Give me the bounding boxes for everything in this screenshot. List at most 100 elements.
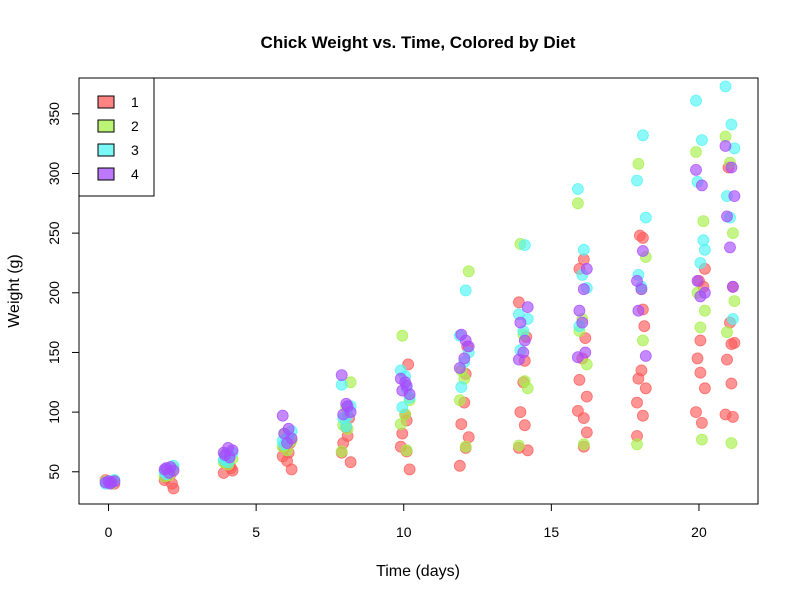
- data-point-diet-3: [518, 239, 531, 252]
- data-point-diet-2: [721, 326, 733, 339]
- data-point-diet-4: [514, 316, 527, 329]
- data-point-diet-3: [690, 94, 702, 107]
- data-point-diet-4: [728, 190, 741, 203]
- y-tick-label: 200: [46, 281, 62, 305]
- data-point-diet-1: [455, 418, 468, 431]
- data-point-diet-2: [513, 439, 525, 452]
- data-point-diet-4: [580, 262, 593, 275]
- data-point-diet-4: [337, 408, 350, 421]
- legend-swatch-4: [97, 167, 115, 181]
- data-point-diet-4: [724, 241, 736, 254]
- data-point-diet-2: [572, 197, 584, 210]
- legend-label-1: 1: [131, 94, 139, 110]
- data-point-diet-1: [518, 419, 531, 432]
- data-point-diet-2: [632, 157, 645, 170]
- data-point-diet-2: [577, 438, 590, 451]
- data-point-diet-3: [696, 134, 708, 147]
- data-point-diet-2: [462, 265, 475, 278]
- data-point-diet-3: [727, 313, 739, 325]
- data-point-diet-1: [281, 455, 294, 467]
- x-tick-label: 15: [544, 524, 560, 540]
- data-point-diet-2: [690, 146, 702, 158]
- data-point-diet-3: [725, 118, 738, 131]
- x-axis-label: Time (days): [376, 563, 460, 580]
- y-tick-label: 100: [46, 400, 62, 424]
- data-point-diet-4: [458, 352, 471, 365]
- data-point-diet-2: [696, 433, 708, 446]
- data-point-diet-1: [631, 396, 643, 409]
- data-point-diet-4: [222, 441, 235, 454]
- y-tick-label: 350: [46, 102, 62, 126]
- data-point-diet-3: [455, 381, 468, 394]
- data-point-diet-2: [453, 394, 466, 407]
- data-point-diet-4: [725, 161, 738, 174]
- legend-label-4: 4: [131, 166, 139, 182]
- chart-title: Chick Weight vs. Time, Colored by Diet: [261, 33, 576, 52]
- data-point-diet-1: [639, 382, 652, 395]
- data-point-diet-4: [517, 346, 530, 359]
- data-point-diet-1: [638, 320, 651, 333]
- data-point-diet-4: [340, 397, 353, 410]
- data-point-diet-1: [694, 366, 707, 379]
- data-point-diet-1: [691, 352, 704, 365]
- data-point-diet-2: [637, 334, 649, 347]
- data-point-diet-4: [281, 437, 294, 450]
- y-tick-label: 300: [46, 162, 62, 186]
- legend: 1 2 3 4: [78, 77, 155, 197]
- data-point-diet-4: [637, 245, 649, 257]
- data-point-diet-1: [637, 409, 649, 422]
- data-point-diet-3: [577, 243, 590, 256]
- x-tick-label: 0: [105, 524, 113, 540]
- data-point-diet-4: [335, 369, 348, 382]
- data-point-diet-4: [696, 179, 708, 192]
- data-point-diet-1: [514, 406, 527, 419]
- data-point-diet-3: [631, 174, 643, 187]
- data-point-diet-3: [697, 234, 710, 247]
- y-tick-label: 150: [46, 341, 62, 365]
- points-layer: [99, 80, 741, 495]
- data-point-diet-1: [580, 426, 593, 439]
- data-point-diet-2: [400, 444, 413, 457]
- data-point-diet-4: [399, 376, 412, 389]
- data-point-diet-1: [635, 364, 648, 377]
- data-point-diet-4: [727, 280, 739, 293]
- data-point-diet-3: [459, 284, 472, 297]
- data-point-diet-2: [580, 358, 593, 371]
- data-point-diet-2: [728, 295, 741, 308]
- data-point-diet-4: [579, 346, 592, 359]
- data-point-diet-2: [459, 440, 472, 453]
- y-tick-label: 250: [46, 221, 62, 245]
- legend-swatch-3: [97, 143, 115, 157]
- data-point-diet-1: [725, 377, 738, 390]
- data-point-diet-4: [518, 334, 531, 347]
- data-point-diet-1: [573, 373, 586, 386]
- x-tick-label: 10: [396, 524, 412, 540]
- data-point-diet-4: [577, 283, 590, 296]
- data-point-diet-4: [462, 340, 475, 353]
- x-axis: 0 5 10 15 20: [105, 503, 707, 540]
- data-point-diet-2: [394, 418, 407, 431]
- data-point-diet-4: [576, 316, 589, 329]
- data-point-diet-4: [635, 283, 648, 296]
- data-point-diet-2: [521, 382, 534, 395]
- data-point-diet-1: [637, 231, 649, 244]
- data-point-diet-4: [276, 409, 289, 422]
- y-tick-label: 50: [46, 464, 62, 480]
- data-point-diet-1: [725, 338, 738, 351]
- data-point-diet-1: [577, 412, 590, 425]
- data-point-diet-1: [699, 382, 711, 395]
- data-point-diet-2: [697, 215, 710, 228]
- data-point-diet-3: [637, 129, 649, 142]
- data-point-diet-1: [696, 416, 708, 429]
- legend-swatch-2: [97, 119, 115, 133]
- data-point-diet-1: [721, 353, 733, 366]
- data-point-diet-4: [521, 301, 534, 314]
- data-point-diet-1: [403, 463, 416, 476]
- data-point-diet-4: [632, 304, 645, 317]
- data-point-diet-4: [694, 290, 707, 303]
- data-point-diet-3: [572, 183, 584, 195]
- data-point-diet-1: [694, 334, 707, 347]
- data-point-diet-2: [727, 227, 739, 240]
- data-point-diet-4: [455, 328, 468, 341]
